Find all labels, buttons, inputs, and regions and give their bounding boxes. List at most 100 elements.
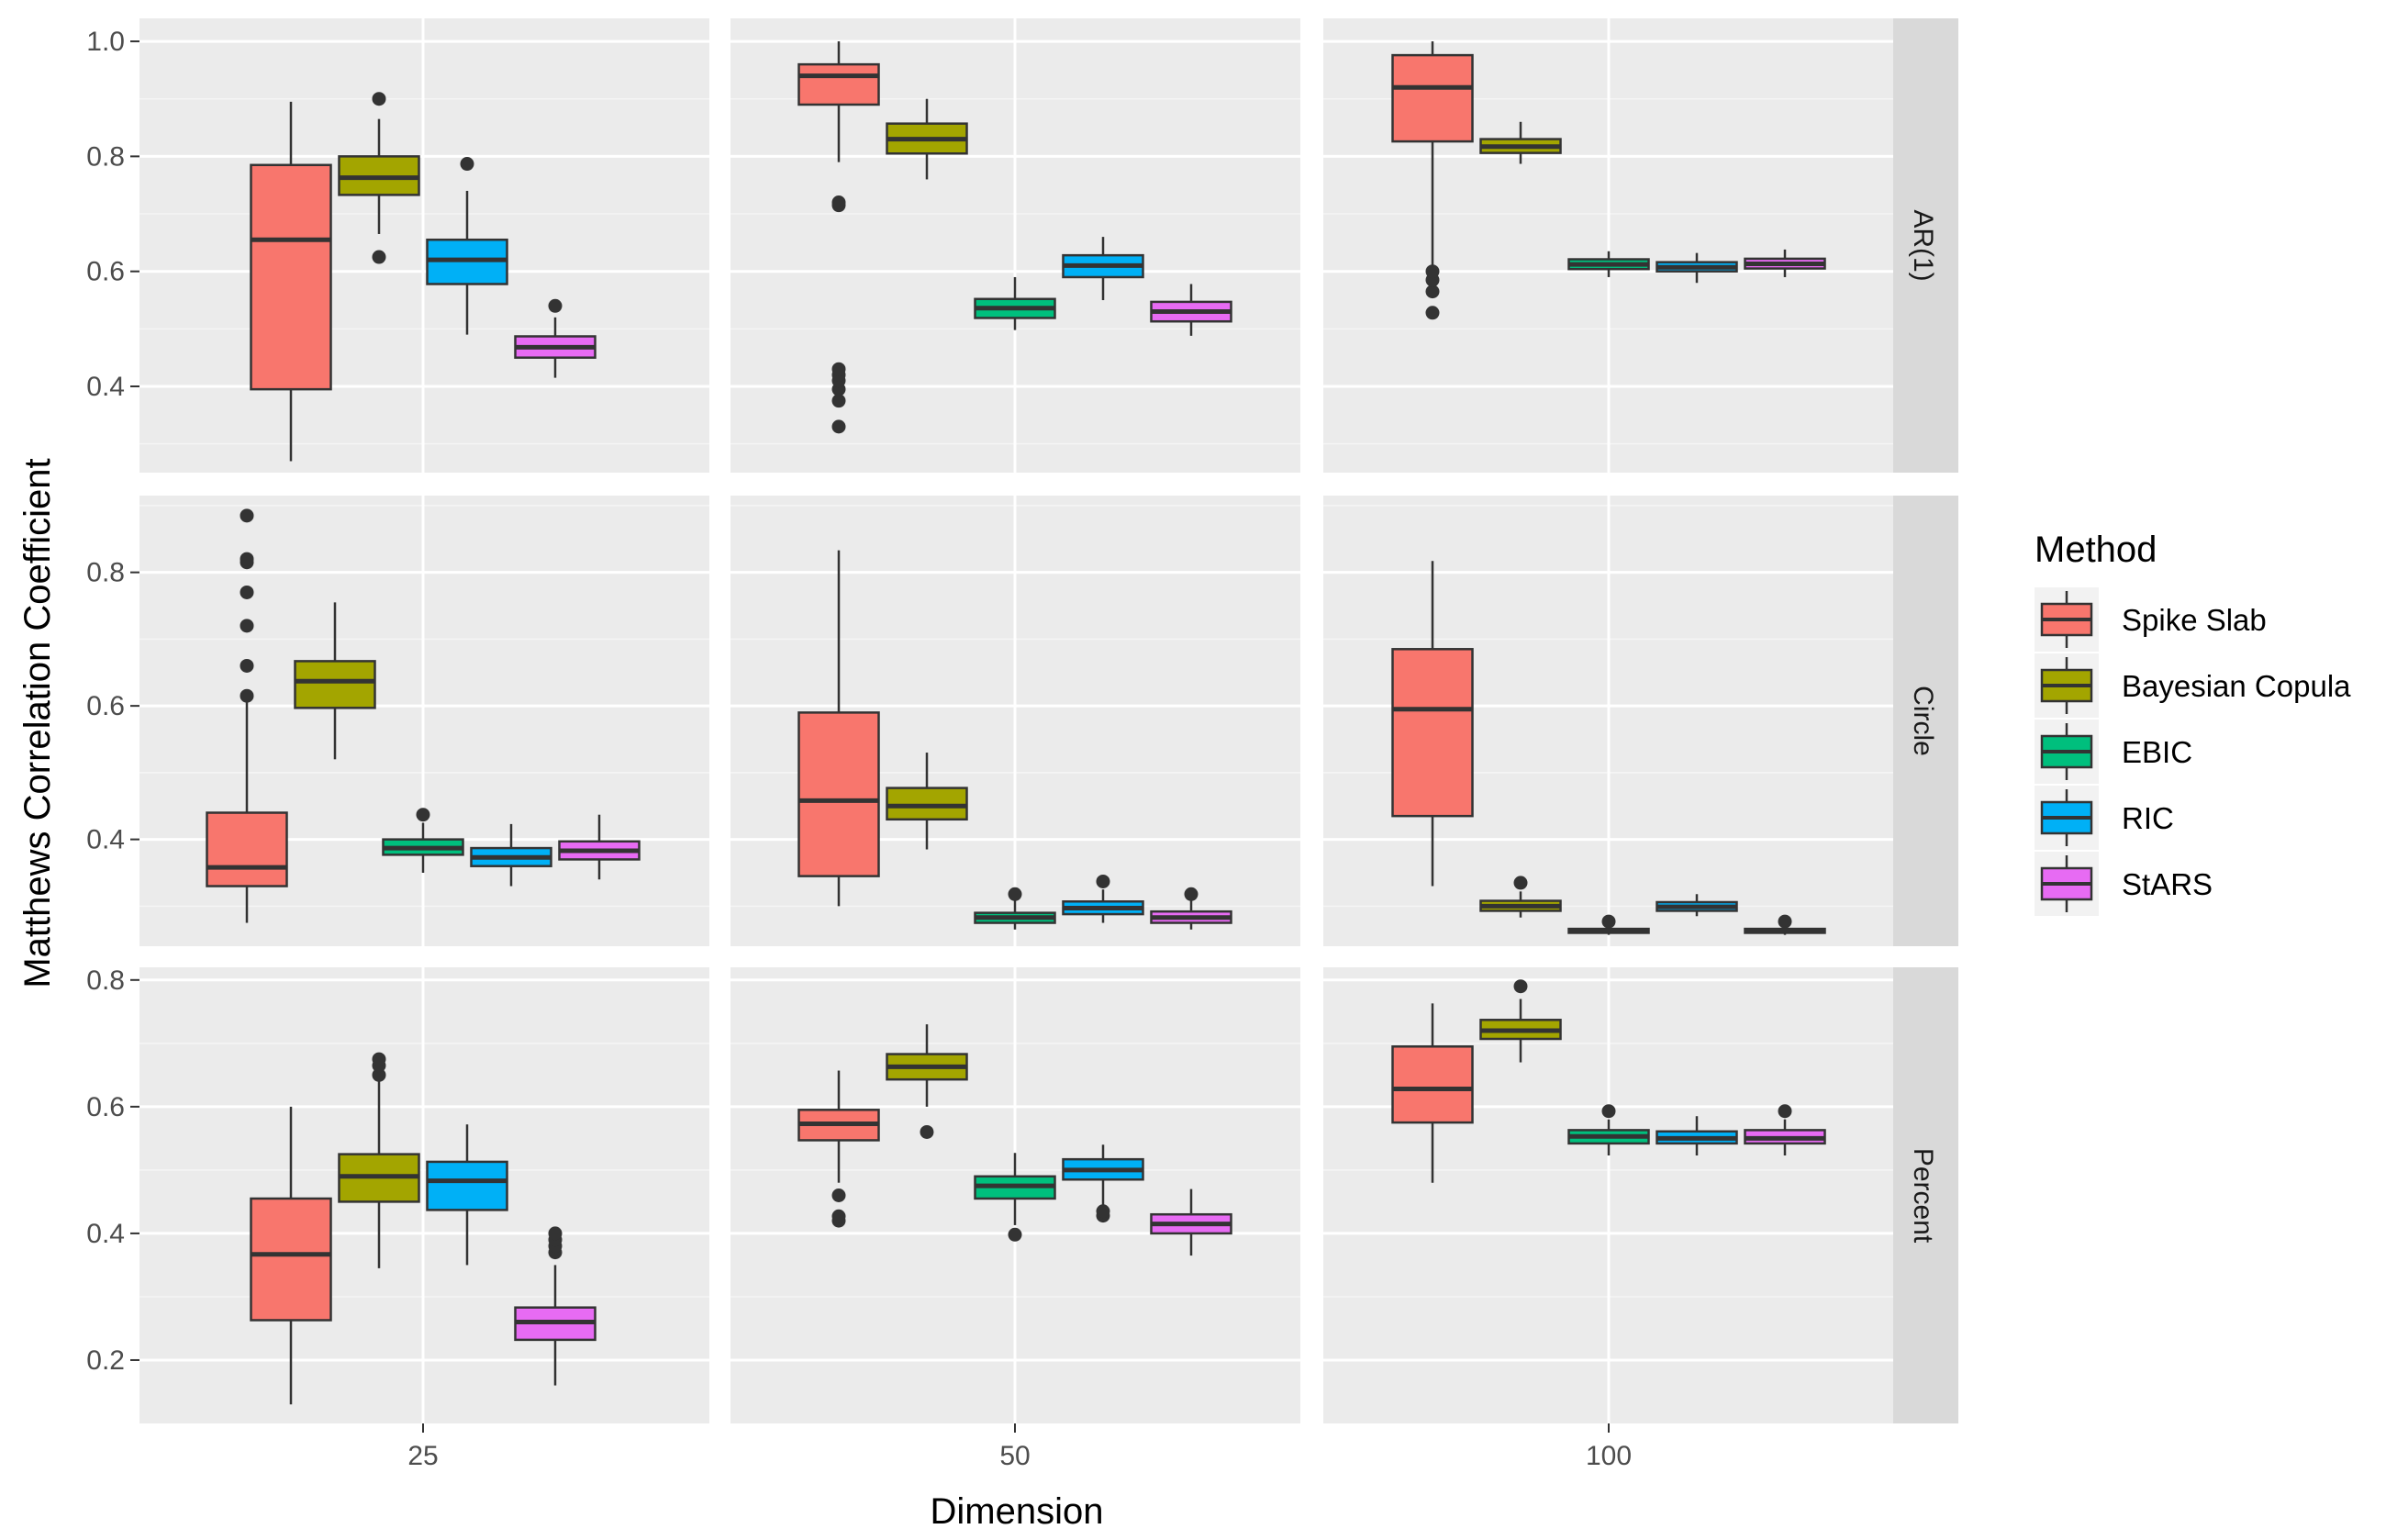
- box-bayesian-copula: [886, 98, 968, 180]
- box-ebic: [1567, 251, 1650, 277]
- box-iqr: [294, 660, 376, 709]
- strip-2: [1892, 967, 1958, 1423]
- box-stars: [1150, 1188, 1232, 1256]
- box-bayesian-copula: [886, 1024, 968, 1139]
- outlier-point: [1778, 1104, 1792, 1119]
- box-ric: [1656, 1116, 1738, 1156]
- box-stars: [1744, 1104, 1826, 1156]
- box-iqr: [1391, 53, 1474, 143]
- outlier-point: [1184, 887, 1198, 901]
- box-ric: [1062, 237, 1144, 301]
- box-spike-slab: [797, 41, 880, 434]
- box-ric: [1656, 252, 1738, 284]
- outlier-point: [240, 585, 254, 599]
- strip-label: AR(1): [1908, 209, 1938, 281]
- panels-layer: AR(1) 0.4 0.6 0.8 1.0 Circle 0.4 0.6 0.8 Percent 0…: [86, 18, 1958, 1471]
- legend-label: Bayesian Copula: [2122, 669, 2351, 703]
- box-spike-slab: [1391, 561, 1474, 887]
- box-iqr: [797, 711, 880, 877]
- box-iqr: [1391, 648, 1474, 818]
- outlier-point: [1096, 1204, 1110, 1219]
- box-spike-slab: [797, 550, 880, 907]
- outlier-point: [831, 1188, 846, 1202]
- legend-item-ric: RIC: [2035, 786, 2174, 850]
- x-tick-label: 100: [1586, 1441, 1632, 1471]
- outlier-point: [1513, 876, 1528, 890]
- box-ebic: [974, 1153, 1056, 1242]
- box-iqr: [1391, 1045, 1474, 1124]
- box-iqr: [206, 811, 288, 887]
- panel-AR(1)-25: [139, 18, 709, 473]
- outlier-point: [1513, 979, 1528, 994]
- box-iqr: [797, 62, 880, 106]
- legend-item-bayesian-copula: Bayesian Copula: [2035, 653, 2351, 718]
- box-ebic: [974, 887, 1056, 930]
- outlier-point: [1096, 874, 1110, 888]
- legend-label: EBIC: [2122, 735, 2192, 769]
- box-iqr: [426, 1160, 508, 1211]
- outlier-point: [240, 552, 254, 566]
- outlier-point: [831, 419, 846, 434]
- box-ebic: [382, 808, 464, 873]
- box-spike-slab: [1391, 41, 1474, 320]
- panel-AR(1)-50: [730, 18, 1300, 473]
- y-tick-label: 0.6: [86, 257, 125, 287]
- box-stars: [1744, 914, 1826, 935]
- y-tick-label: 0.6: [86, 691, 125, 721]
- panel-Circle-25: [139, 496, 709, 946]
- box-iqr: [250, 163, 332, 391]
- legend-label: Spike Slab: [2122, 603, 2267, 637]
- outlier-point: [1425, 285, 1440, 299]
- outlier-point: [240, 619, 254, 633]
- box-stars: [558, 814, 641, 880]
- box-spike-slab: [206, 508, 288, 923]
- box-bayesian-copula: [1479, 979, 1562, 1063]
- y-tick-label: 1.0: [86, 27, 125, 57]
- outlier-point: [372, 1067, 386, 1082]
- box-stars: [1744, 249, 1826, 277]
- box-ric: [426, 157, 508, 335]
- outlier-point: [548, 298, 563, 313]
- legend: Method Spike Slab Bayesian Copula EBIC RIC St…: [2035, 530, 2351, 916]
- box-stars: [514, 1226, 596, 1386]
- box-ebic: [974, 276, 1056, 330]
- strip-1: [1892, 496, 1958, 946]
- outlier-point: [240, 658, 254, 673]
- box-bayesian-copula: [338, 1052, 420, 1268]
- box-spike-slab: [797, 1070, 880, 1228]
- box-stars: [1150, 887, 1232, 930]
- legend-label: StARS: [2122, 867, 2213, 901]
- box-ric: [1656, 894, 1738, 917]
- outlier-point: [372, 92, 386, 106]
- y-tick-label: 0.4: [86, 372, 125, 402]
- box-bayesian-copula: [338, 92, 420, 264]
- strip-label: Percent: [1908, 1148, 1938, 1244]
- legend-item-spike-slab: Spike Slab: [2035, 587, 2267, 652]
- outlier-point: [1425, 306, 1440, 320]
- box-bayesian-copula: [1479, 121, 1562, 164]
- outlier-point: [831, 394, 846, 408]
- strip-label: Circle: [1908, 686, 1938, 756]
- y-tick-label: 0.8: [86, 141, 125, 172]
- panel-Percent-100: [1323, 967, 1893, 1423]
- outlier-point: [372, 250, 386, 264]
- legend-item-ebic: EBIC: [2035, 720, 2192, 784]
- y-tick-label: 0.4: [86, 1219, 125, 1249]
- box-bayesian-copula: [294, 602, 376, 760]
- strip-0: [1892, 18, 1958, 473]
- box-spike-slab: [1391, 1003, 1474, 1183]
- panel-Circle-100: [1323, 496, 1893, 946]
- box-ebic: [1567, 1104, 1650, 1156]
- outlier-point: [920, 1124, 934, 1139]
- legend-title: Method: [2035, 530, 2157, 570]
- box-ebic: [1567, 914, 1650, 935]
- panel-Circle-50: [730, 496, 1300, 946]
- box-bayesian-copula: [1479, 876, 1562, 918]
- box-bayesian-copula: [886, 753, 968, 850]
- panel-AR(1)-100: [1323, 18, 1893, 473]
- x-tick-label: 50: [999, 1441, 1030, 1471]
- outlier-point: [1601, 1104, 1616, 1119]
- legend-item-stars: StARS: [2035, 852, 2213, 916]
- y-axis-title: Matthews Correlation Coefficient: [17, 458, 58, 988]
